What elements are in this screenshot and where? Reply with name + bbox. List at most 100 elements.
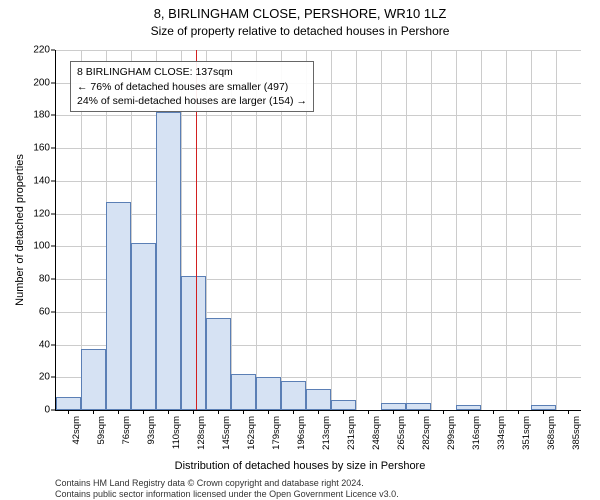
histogram-bar	[281, 381, 306, 410]
y-tick-label: 220	[20, 45, 50, 56]
x-tick-label: 385sqm	[571, 416, 582, 450]
attrib-line1: Contains HM Land Registry data © Crown c…	[55, 478, 399, 489]
y-tick-mark	[51, 82, 55, 83]
grid-vline	[381, 50, 382, 410]
grid-vline	[506, 50, 507, 410]
x-tick-label: 351sqm	[521, 416, 532, 450]
y-tick-label: 80	[20, 274, 50, 285]
x-tick-label: 248sqm	[371, 416, 382, 450]
info-line3: 24% of semi-detached houses are larger (…	[77, 94, 307, 108]
y-tick-label: 160	[20, 143, 50, 154]
x-tick-mark	[393, 410, 394, 414]
y-tick-label: 20	[20, 372, 50, 383]
grid-vline	[331, 50, 332, 410]
grid-vline	[431, 50, 432, 410]
x-tick-mark	[168, 410, 169, 414]
grid-vline	[356, 50, 357, 410]
x-tick-mark	[93, 410, 94, 414]
x-tick-mark	[343, 410, 344, 414]
x-tick-mark	[368, 410, 369, 414]
x-tick-label: 316sqm	[471, 416, 482, 450]
histogram-bar	[81, 349, 106, 410]
page-subtitle: Size of property relative to detached ho…	[0, 24, 600, 38]
x-tick-mark	[268, 410, 269, 414]
x-tick-mark	[293, 410, 294, 414]
x-tick-mark	[493, 410, 494, 414]
y-tick-label: 0	[20, 405, 50, 416]
y-tick-label: 200	[20, 77, 50, 88]
y-tick-label: 60	[20, 306, 50, 317]
x-tick-mark	[568, 410, 569, 414]
grid-line	[56, 148, 581, 149]
grid-vline	[456, 50, 457, 410]
histogram-bar	[256, 377, 281, 410]
histogram-bar	[156, 112, 181, 410]
x-tick-mark	[218, 410, 219, 414]
x-tick-mark	[443, 410, 444, 414]
histogram-bar	[406, 403, 431, 410]
x-tick-mark	[118, 410, 119, 414]
x-tick-mark	[543, 410, 544, 414]
grid-vline	[556, 50, 557, 410]
grid-line	[56, 50, 581, 51]
x-tick-mark	[143, 410, 144, 414]
x-tick-mark	[418, 410, 419, 414]
y-tick-mark	[51, 213, 55, 214]
histogram-bar	[131, 243, 156, 410]
y-tick-mark	[51, 279, 55, 280]
x-tick-label: 128sqm	[196, 416, 207, 450]
y-tick-mark	[51, 377, 55, 378]
x-tick-label: 179sqm	[271, 416, 282, 450]
x-axis-label: Distribution of detached houses by size …	[0, 460, 600, 472]
x-tick-mark	[518, 410, 519, 414]
y-tick-mark	[51, 148, 55, 149]
histogram-bar	[231, 374, 256, 410]
grid-vline	[481, 50, 482, 410]
x-tick-label: 76sqm	[121, 416, 132, 445]
y-tick-mark	[51, 115, 55, 116]
y-tick-label: 100	[20, 241, 50, 252]
y-tick-mark	[51, 246, 55, 247]
histogram-bar	[531, 405, 556, 410]
x-tick-label: 368sqm	[546, 416, 557, 450]
chart-container: 8, BIRLINGHAM CLOSE, PERSHORE, WR10 1LZ …	[0, 0, 600, 500]
x-tick-label: 93sqm	[146, 416, 157, 445]
x-tick-mark	[193, 410, 194, 414]
y-tick-label: 120	[20, 208, 50, 219]
histogram-bar	[206, 318, 231, 410]
histogram-bar	[331, 400, 356, 410]
x-tick-label: 213sqm	[321, 416, 332, 450]
grid-line	[56, 214, 581, 215]
x-tick-label: 145sqm	[221, 416, 232, 450]
x-tick-mark	[243, 410, 244, 414]
y-tick-mark	[51, 410, 55, 411]
grid-line	[56, 115, 581, 116]
attrib-line2: Contains public sector information licen…	[55, 489, 399, 500]
grid-vline	[531, 50, 532, 410]
x-tick-label: 334sqm	[496, 416, 507, 450]
y-tick-mark	[51, 344, 55, 345]
x-tick-label: 299sqm	[446, 416, 457, 450]
histogram-bar	[456, 405, 481, 410]
histogram-bar	[306, 389, 331, 410]
x-tick-label: 231sqm	[346, 416, 357, 450]
x-tick-label: 59sqm	[96, 416, 107, 445]
x-tick-label: 162sqm	[246, 416, 257, 450]
x-tick-label: 42sqm	[71, 416, 82, 445]
info-box: 8 BIRLINGHAM CLOSE: 137sqm ← 76% of deta…	[70, 61, 314, 112]
info-line2: ← 76% of detached houses are smaller (49…	[77, 80, 307, 94]
attribution: Contains HM Land Registry data © Crown c…	[55, 478, 399, 500]
y-tick-label: 140	[20, 175, 50, 186]
info-line1: 8 BIRLINGHAM CLOSE: 137sqm	[77, 65, 307, 79]
x-tick-label: 282sqm	[421, 416, 432, 450]
y-tick-mark	[51, 180, 55, 181]
y-tick-mark	[51, 311, 55, 312]
x-tick-label: 265sqm	[396, 416, 407, 450]
y-tick-label: 180	[20, 110, 50, 121]
histogram-bar	[381, 403, 406, 410]
histogram-bar	[181, 276, 206, 410]
page-title: 8, BIRLINGHAM CLOSE, PERSHORE, WR10 1LZ	[0, 6, 600, 21]
x-tick-label: 196sqm	[296, 416, 307, 450]
x-tick-mark	[318, 410, 319, 414]
histogram-bar	[56, 397, 81, 410]
